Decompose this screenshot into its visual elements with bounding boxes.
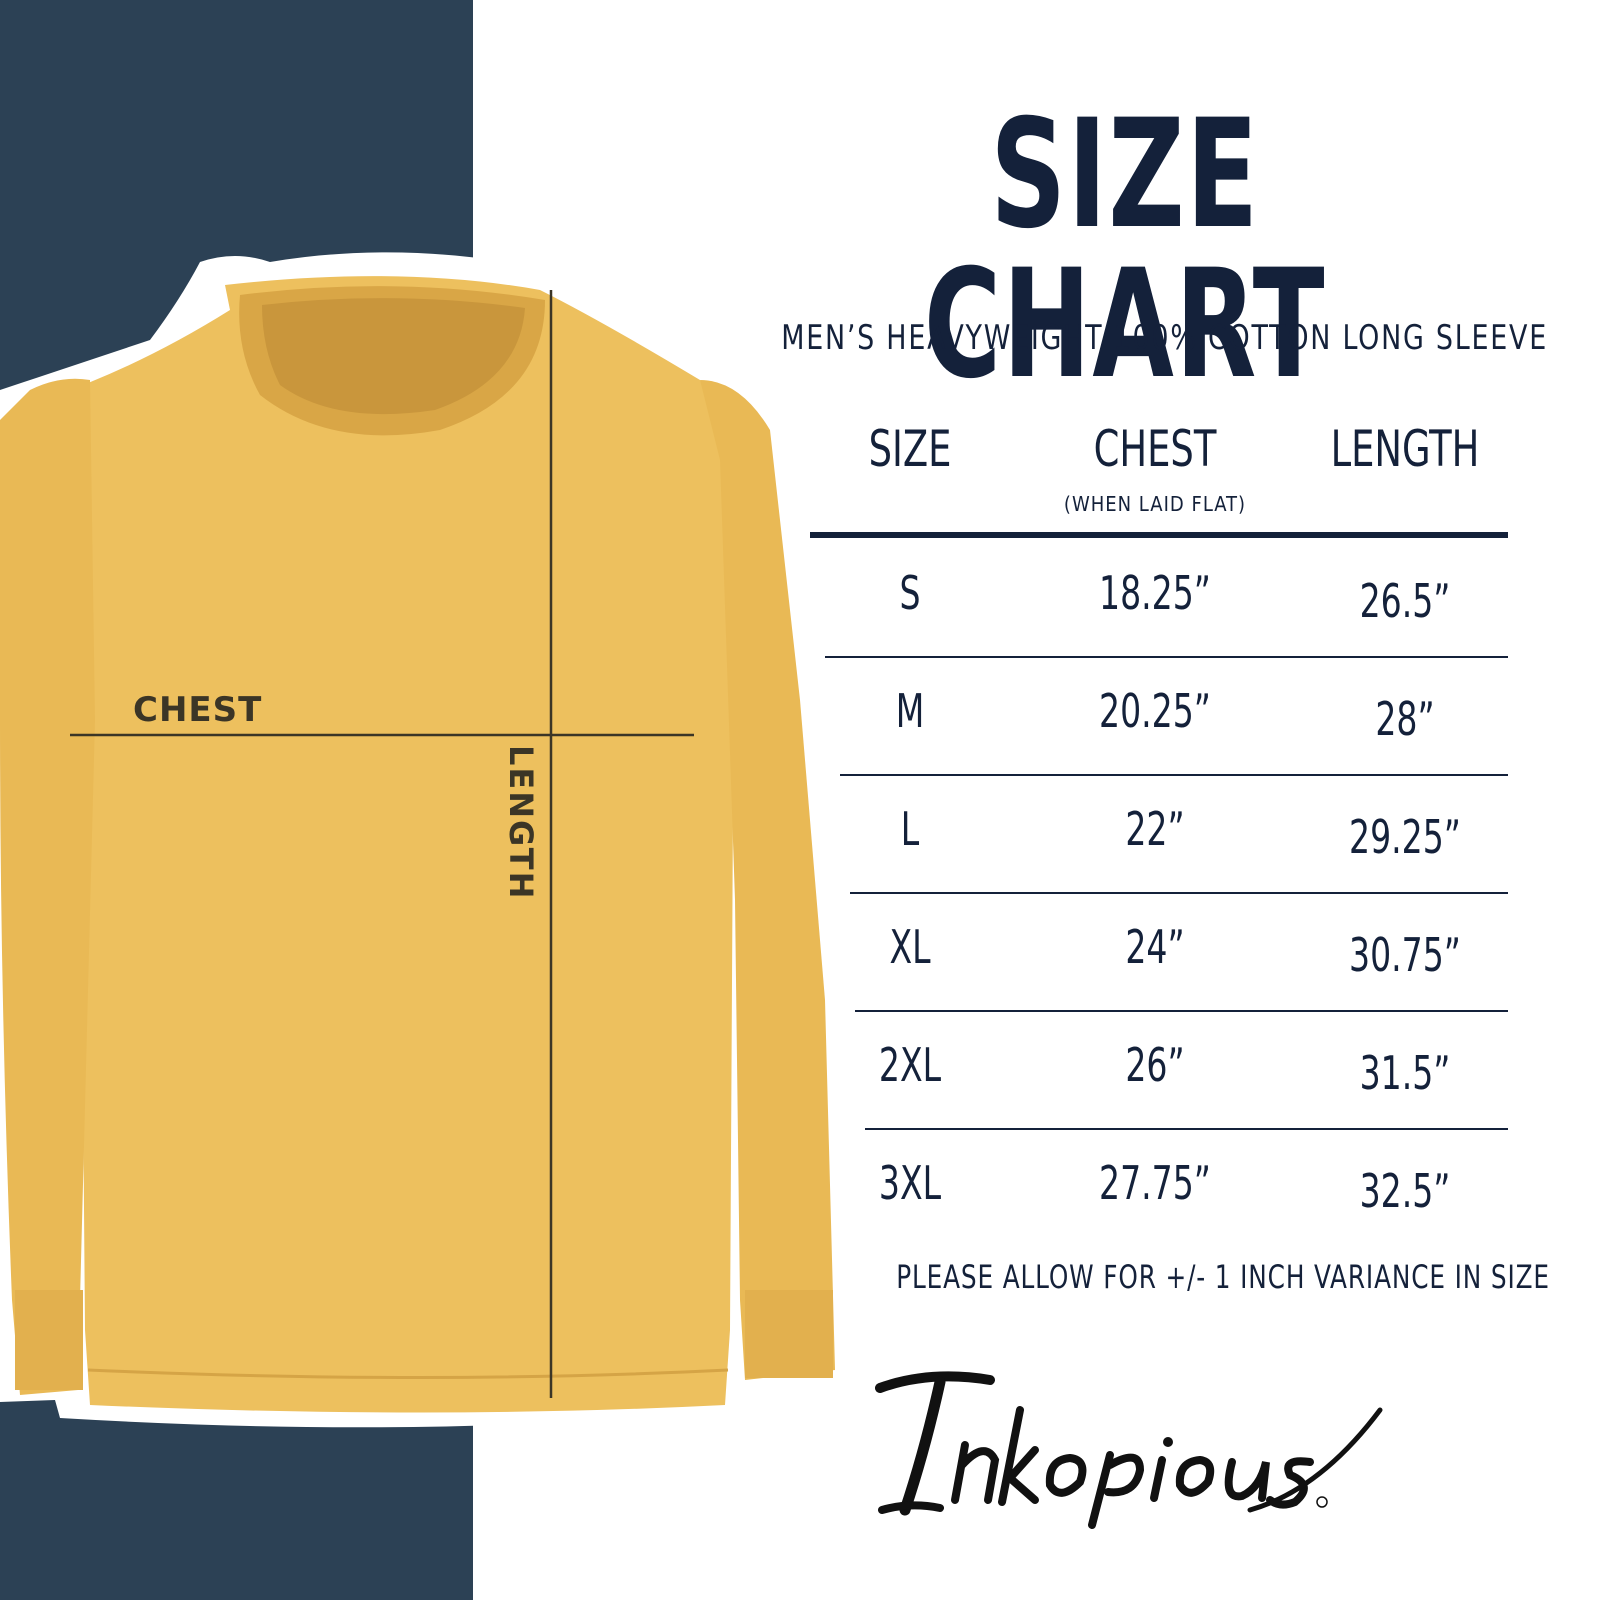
size-cell: M	[895, 684, 925, 738]
chest-column-note: (WHEN LAID FLAT)	[1063, 492, 1247, 516]
table-row: 2XL 26” 31.5”	[810, 1010, 1510, 1128]
row-divider	[865, 1128, 1508, 1130]
left-sleeve	[0, 378, 95, 1395]
shirt-diagram: CHEST LENGTH	[0, 276, 835, 1413]
size-cell: 2XL	[878, 1038, 942, 1092]
inkopious-logo-script	[875, 1371, 1383, 1529]
size-cell: L	[900, 802, 920, 856]
chest-cell: 26”	[1125, 1038, 1185, 1092]
left-cuff	[15, 1290, 83, 1390]
chest-cell: 18.25”	[1099, 566, 1211, 620]
variance-note: PLEASE ALLOW FOR +/- 1 INCH VARIANCE IN …	[896, 1258, 1550, 1296]
right-sleeve	[700, 380, 835, 1380]
inkopious-logo	[870, 1370, 1390, 1530]
size-cell: S	[899, 566, 921, 620]
chest-cell: 22”	[1125, 802, 1185, 856]
row-divider	[840, 774, 1508, 776]
row-divider	[850, 892, 1508, 894]
table-row: L 22” 29.25”	[810, 774, 1510, 892]
table-row: M 20.25” 28”	[810, 656, 1510, 774]
length-cell: 31.5”	[1359, 1046, 1451, 1100]
table-row: XL 24” 30.75”	[810, 892, 1510, 1010]
shirt-body	[65, 276, 735, 1413]
chest-measure-label: CHEST	[133, 690, 263, 730]
table-row: 3XL 27.75” 32.5”	[810, 1128, 1510, 1246]
size-cell: XL	[889, 920, 931, 974]
length-cell: 29.25”	[1349, 810, 1461, 864]
chest-cell: 20.25”	[1099, 684, 1211, 738]
column-header-length: LENGTH	[1330, 420, 1480, 478]
column-header-chest: CHEST	[1093, 420, 1217, 478]
length-measure-label: LENGTH	[502, 745, 540, 901]
page-title: SIZE CHART	[923, 88, 1327, 412]
product-subtitle: MEN’S HEAVYWEIGHT 100% COTTON LONG SLEEV…	[781, 318, 1548, 358]
length-cell: 28”	[1375, 692, 1435, 746]
collar-inner	[262, 298, 525, 415]
length-cell: 30.75”	[1349, 928, 1461, 982]
long-sleeve-shirt-illustration	[0, 276, 835, 1413]
chest-cell: 27.75”	[1099, 1156, 1211, 1210]
length-cell: 32.5”	[1359, 1164, 1451, 1218]
row-divider	[825, 656, 1508, 658]
right-cuff	[745, 1290, 833, 1378]
row-divider	[855, 1010, 1508, 1012]
chest-cell: 24”	[1125, 920, 1185, 974]
hem-stitch	[87, 1368, 729, 1379]
header-divider	[810, 532, 1508, 538]
table-row: S 18.25” 26.5”	[810, 538, 1510, 656]
column-header-size: SIZE	[868, 420, 952, 478]
size-cell: 3XL	[878, 1156, 942, 1210]
length-cell: 26.5”	[1359, 574, 1451, 628]
